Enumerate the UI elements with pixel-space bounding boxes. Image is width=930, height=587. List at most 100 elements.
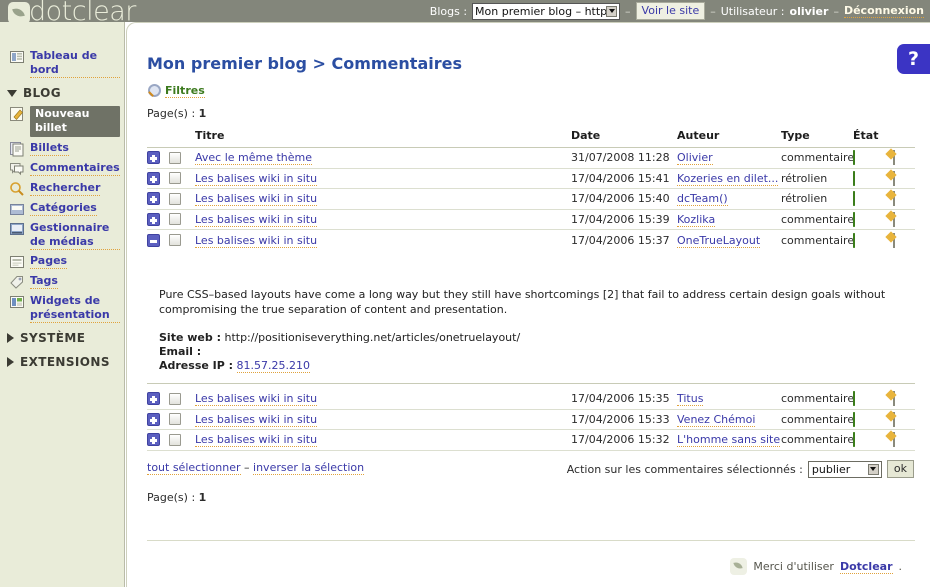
expand-icon[interactable] <box>147 212 160 226</box>
edit-icon[interactable] <box>893 391 895 407</box>
comment-author-cell[interactable]: L'homme sans site <box>677 433 781 448</box>
row-checkbox[interactable] <box>169 392 181 405</box>
help-button[interactable]: ? <box>897 44 930 74</box>
sidebar-item-commentaires-label[interactable]: Commentaires <box>30 161 120 176</box>
collapse-cell[interactable] <box>147 233 169 247</box>
row-checkbox[interactable] <box>169 192 181 205</box>
sidebar-section-blog[interactable]: BLOG <box>0 80 124 104</box>
edit-cell[interactable] <box>893 211 915 227</box>
filters-toggle[interactable]: Filtres <box>147 84 205 98</box>
select-cell[interactable] <box>169 192 191 205</box>
sidebar-item-pages[interactable]: Pages <box>0 252 124 272</box>
expand-icon[interactable] <box>147 171 160 185</box>
expand-cell[interactable] <box>147 412 169 426</box>
sidebar-item-rechercher[interactable]: Rechercher <box>0 179 124 199</box>
sidebar-item-categories-label[interactable]: Catégories <box>30 201 97 216</box>
comment-author-link[interactable]: dcTeam() <box>677 192 728 207</box>
expand-cell[interactable] <box>147 151 169 165</box>
expand-icon[interactable] <box>147 392 160 406</box>
row-checkbox[interactable] <box>169 151 181 164</box>
expand-icon[interactable] <box>147 151 160 165</box>
comment-title-cell[interactable]: Les balises wiki in situ <box>191 171 571 186</box>
expand-icon[interactable] <box>147 433 160 447</box>
comment-author-cell[interactable]: dcTeam() <box>677 192 781 207</box>
view-site-button[interactable]: Voir le site <box>635 2 706 20</box>
comment-title-cell[interactable]: Les balises wiki in situ <box>191 212 571 227</box>
comment-title-cell[interactable]: Les balises wiki in situ <box>191 433 571 448</box>
comment-author-link[interactable]: Olivier <box>677 151 713 166</box>
comment-title-link[interactable]: Avec le même thème <box>195 151 313 166</box>
sidebar-item-billets[interactable]: Billets <box>0 139 124 159</box>
sidebar-item-tags-label[interactable]: Tags <box>30 274 58 289</box>
sidebar-section-systeme[interactable]: SYSTÈME <box>0 325 124 349</box>
select-cell[interactable] <box>169 413 191 426</box>
select-cell[interactable] <box>169 392 191 405</box>
row-checkbox[interactable] <box>169 413 181 426</box>
comment-title-link[interactable]: Les balises wiki in situ <box>195 171 318 186</box>
bulk-action-select[interactable]: publier <box>807 460 882 478</box>
edit-cell[interactable] <box>893 232 915 248</box>
edit-cell[interactable] <box>893 391 915 407</box>
comment-title-link[interactable]: Les balises wiki in situ <box>195 192 318 207</box>
comment-author-cell[interactable]: OneTrueLayout <box>677 233 781 248</box>
sidebar-item-nouveau-billet-label[interactable]: Nouveau billet <box>30 106 120 137</box>
select-cell[interactable] <box>169 234 191 247</box>
comment-author-cell[interactable]: Kozeries en dilet... <box>677 171 781 186</box>
row-checkbox[interactable] <box>169 213 181 226</box>
row-checkbox[interactable] <box>169 172 181 185</box>
select-cell[interactable] <box>169 172 191 185</box>
comment-title-link[interactable]: Les balises wiki in situ <box>195 433 318 448</box>
sidebar-item-widgets-presentation[interactable]: Widgets de présentation <box>0 292 124 325</box>
comment-title-cell[interactable]: Les balises wiki in situ <box>191 412 571 427</box>
comment-title-cell[interactable]: Avec le même thème <box>191 151 571 166</box>
blog-select[interactable]: Mon premier blog – http:/ <box>472 2 621 20</box>
select-cell[interactable] <box>169 151 191 164</box>
bulk-action-select-wrapper[interactable]: publier <box>807 460 882 478</box>
sidebar-item-gestionnaire-medias-label[interactable]: Gestionnaire de médias <box>30 221 120 250</box>
edit-cell[interactable] <box>893 170 915 186</box>
comment-title-link[interactable]: Les balises wiki in situ <box>195 233 318 248</box>
comment-author-cell[interactable]: Kozlika <box>677 212 781 227</box>
ok-button[interactable]: ok <box>886 460 914 478</box>
sidebar-item-nouveau-billet[interactable]: Nouveau billet <box>0 104 124 139</box>
select-cell[interactable] <box>169 433 191 446</box>
comment-author-cell[interactable]: Olivier <box>677 151 781 166</box>
comment-author-cell[interactable]: Venez Chémoi <box>677 412 781 427</box>
dotclear-link[interactable]: Dotclear <box>839 559 893 574</box>
comment-title-cell[interactable]: Les balises wiki in situ <box>191 392 571 407</box>
edit-cell[interactable] <box>893 411 915 427</box>
sidebar-section-extensions[interactable]: EXTENSIONS <box>0 349 124 373</box>
edit-cell[interactable] <box>893 191 915 207</box>
comment-title-cell[interactable]: Les balises wiki in situ <box>191 233 571 248</box>
comment-title-link[interactable]: Les balises wiki in situ <box>195 412 318 427</box>
sidebar-item-dashboard[interactable]: Tableau de bord <box>0 47 124 80</box>
expand-cell[interactable] <box>147 392 169 406</box>
comment-author-link[interactable]: L'homme sans site <box>677 433 781 448</box>
select-cell[interactable] <box>169 213 191 226</box>
logout-link[interactable]: Déconnexion <box>843 4 924 18</box>
edit-icon[interactable] <box>893 432 895 448</box>
expand-cell[interactable] <box>147 212 169 226</box>
expand-cell[interactable] <box>147 171 169 185</box>
comment-author-cell[interactable]: Titus <box>677 392 781 407</box>
sidebar-item-pages-label[interactable]: Pages <box>30 254 68 269</box>
comment-ip-link[interactable]: 81.57.25.210 <box>236 359 311 373</box>
edit-cell[interactable] <box>893 432 915 448</box>
comment-author-link[interactable]: OneTrueLayout <box>677 233 761 248</box>
sidebar-item-tags[interactable]: Tags <box>0 272 124 292</box>
row-checkbox[interactable] <box>169 234 181 247</box>
invert-selection-link[interactable]: inverser la sélection <box>253 461 365 475</box>
comment-author-link[interactable]: Kozeries en dilet... <box>677 171 779 186</box>
row-checkbox[interactable] <box>169 433 181 446</box>
select-all-link[interactable]: tout sélectionner <box>147 461 241 475</box>
comment-title-link[interactable]: Les balises wiki in situ <box>195 392 318 407</box>
sidebar-item-rechercher-label[interactable]: Rechercher <box>30 181 101 196</box>
edit-icon[interactable] <box>893 232 895 248</box>
sidebar-item-gestionnaire-medias[interactable]: Gestionnaire de médias <box>0 219 124 252</box>
comment-title-link[interactable]: Les balises wiki in situ <box>195 212 318 227</box>
comment-title-cell[interactable]: Les balises wiki in situ <box>191 192 571 207</box>
comment-author-link[interactable]: Venez Chémoi <box>677 412 756 427</box>
edit-cell[interactable] <box>893 150 915 166</box>
comment-author-link[interactable]: Titus <box>677 392 704 407</box>
edit-icon[interactable] <box>893 411 895 427</box>
